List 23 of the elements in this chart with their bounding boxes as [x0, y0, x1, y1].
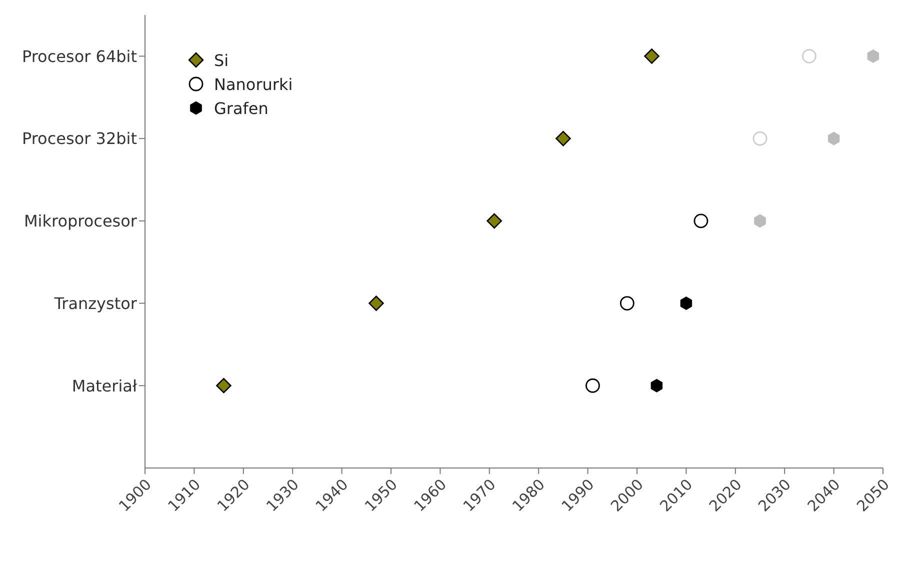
point	[620, 296, 634, 310]
legend-label: Grafen	[214, 98, 268, 118]
point	[828, 132, 840, 146]
y-tick-label: Procesor 64bit	[22, 46, 137, 66]
point	[680, 296, 692, 310]
point	[644, 48, 660, 64]
point	[486, 213, 502, 229]
y-tick-label: Materiał	[72, 376, 138, 396]
point	[586, 378, 600, 393]
point	[556, 130, 571, 146]
point	[650, 378, 663, 392]
legend-label: Si	[214, 50, 229, 70]
point	[867, 49, 880, 63]
legend-label: Nanorurki	[214, 74, 293, 94]
y-tick-label: Procesor 32bit	[22, 129, 137, 148]
point	[754, 214, 766, 228]
point	[694, 214, 708, 228]
y-tick-label: Tranzystor	[53, 294, 138, 313]
point	[802, 48, 816, 64]
point	[368, 296, 384, 311]
point	[752, 131, 768, 146]
point	[216, 378, 232, 394]
y-tick-label: Mikroprocesor	[24, 212, 138, 231]
